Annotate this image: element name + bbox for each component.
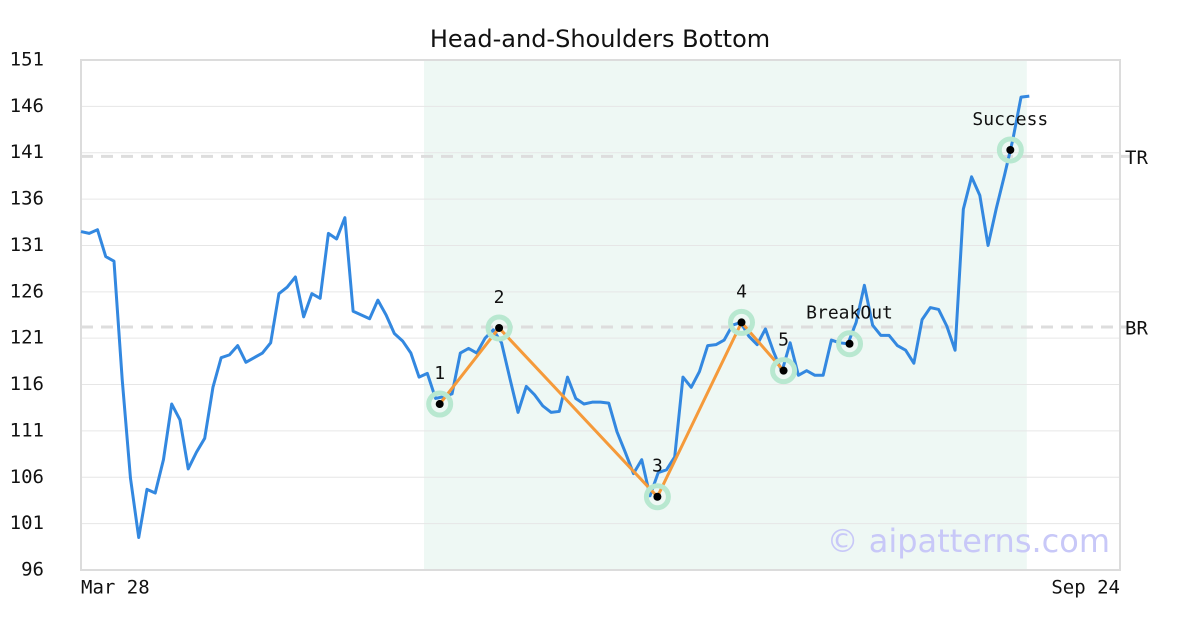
price-line	[80, 94, 1030, 540]
pattern-point	[495, 323, 504, 332]
chart-title: Head-and-Shoulders Bottom	[430, 25, 770, 53]
pattern-label: 2	[494, 287, 505, 308]
plot-frame	[80, 59, 1121, 571]
pattern-point	[845, 339, 854, 348]
y-tick-label: 111	[10, 419, 44, 441]
pattern-point	[779, 366, 788, 375]
pattern-point-halo	[836, 330, 864, 358]
pattern-point-halo	[728, 308, 756, 336]
x-tick-label: Mar 28	[81, 577, 150, 599]
pattern-point-halo	[770, 357, 798, 385]
pattern-label: BreakOut	[806, 303, 893, 324]
pattern-label: 1	[434, 363, 445, 384]
pattern-point-halo	[996, 136, 1024, 164]
y-tick-label: 116	[10, 373, 44, 395]
pattern-point	[653, 492, 662, 501]
y-tick-label: 96	[21, 559, 44, 581]
pattern-label: 4	[736, 281, 747, 302]
highlight-region	[424, 60, 1027, 570]
y-tick-label: 121	[10, 327, 44, 349]
x-tick-label: Sep 24	[1051, 577, 1120, 599]
pattern-point	[435, 400, 444, 409]
y-tick-label: 136	[10, 188, 44, 210]
pattern-point	[1006, 145, 1015, 154]
pattern-label: 5	[778, 330, 789, 351]
y-tick-label: 101	[10, 512, 44, 534]
pattern-point	[737, 318, 746, 327]
y-tick-label: 146	[10, 95, 44, 117]
pattern-point-halo	[485, 314, 513, 342]
pattern-label: 3	[652, 456, 663, 477]
watermark: © aipatterns.com	[827, 522, 1110, 560]
y-tick-label: 141	[10, 141, 44, 163]
pattern-point-halo	[643, 483, 671, 511]
pattern-point-halo	[426, 390, 454, 418]
pattern-label: Success	[972, 109, 1048, 130]
y-tick-label: 126	[10, 280, 44, 302]
y-tick-label: 131	[10, 234, 44, 256]
y-tick-label: 151	[10, 49, 44, 71]
y-tick-label: 106	[10, 466, 44, 488]
level-label: TR	[1125, 147, 1148, 169]
level-label: BR	[1125, 318, 1148, 340]
